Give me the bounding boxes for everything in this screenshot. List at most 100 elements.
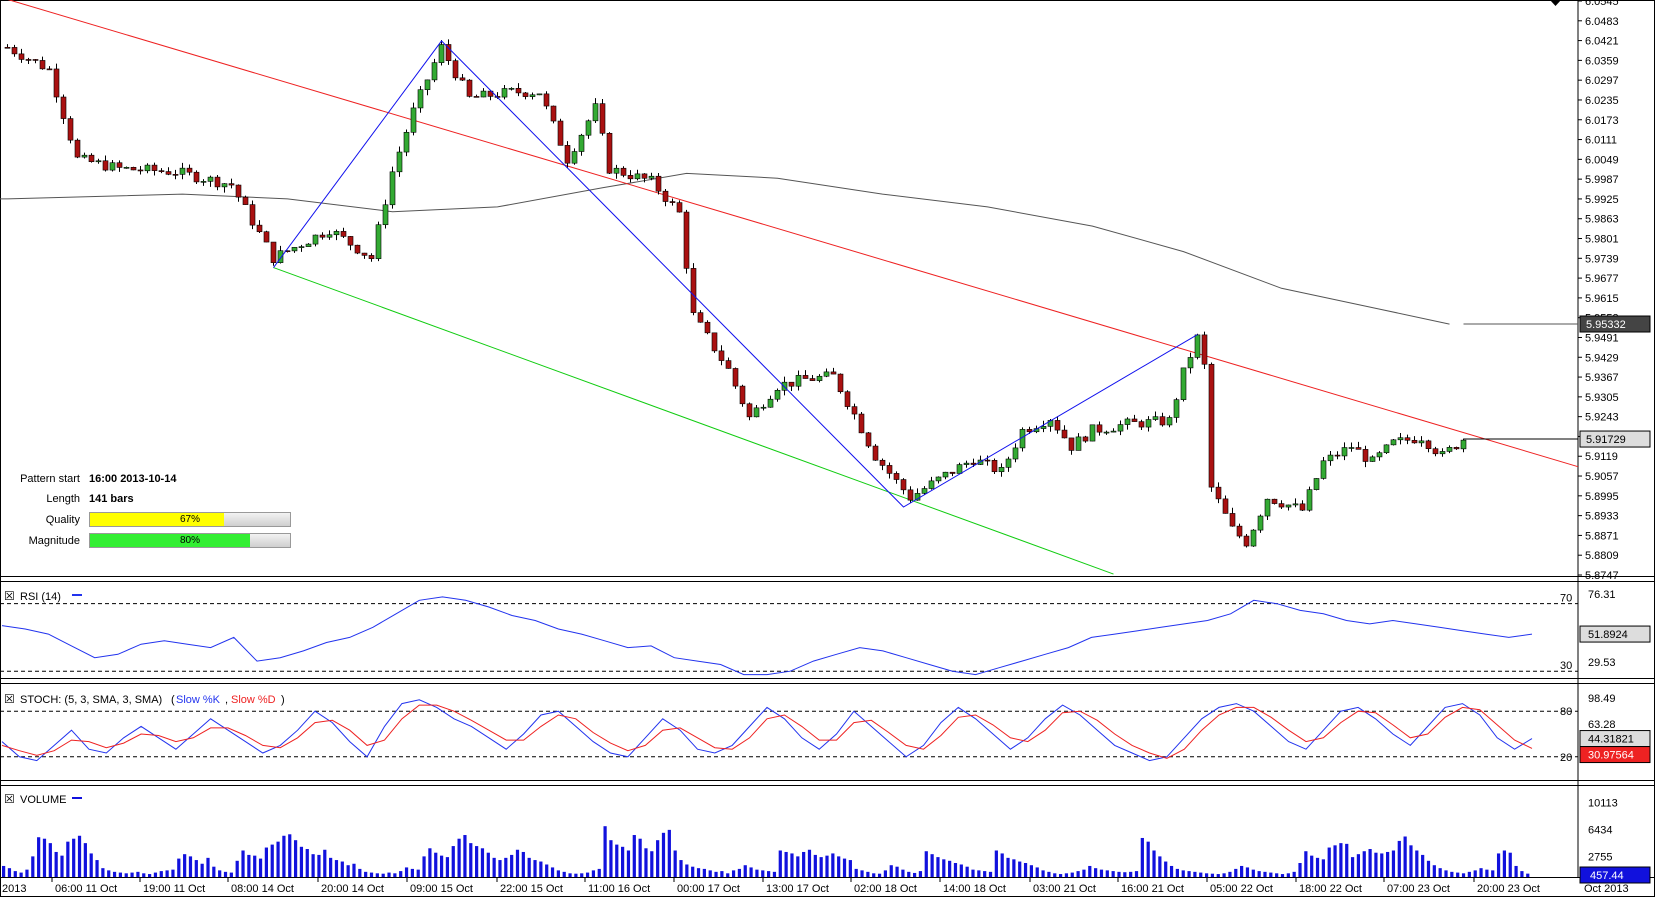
pattern-zigzag-line — [273, 40, 1198, 508]
stoch-k-value-label: 44.31821 — [1588, 734, 1634, 746]
volume-bar — [206, 857, 210, 877]
candle-body — [746, 403, 753, 418]
price-tick-label: 6.0235 — [1585, 95, 1619, 107]
volume-bar — [936, 857, 940, 877]
candle-body — [1061, 429, 1068, 439]
volume-bar — [1088, 865, 1092, 877]
candle-body — [1222, 498, 1229, 514]
volume-axis-label: 2755 — [1588, 852, 1612, 864]
stoch-legend-k: Slow %K — [176, 694, 221, 706]
candle-body — [851, 406, 858, 415]
stoch-d-value-box — [1579, 746, 1651, 764]
candle-body — [998, 467, 1005, 473]
volume-bar — [54, 851, 58, 877]
candle-body — [1068, 437, 1075, 451]
candle-body — [662, 190, 669, 202]
volume-bar — [218, 870, 222, 877]
volume-bar — [142, 873, 146, 877]
volume-bar — [550, 867, 555, 877]
volume-bar — [346, 865, 350, 877]
time-tick-label: 14:00 18 Oct — [943, 883, 1006, 895]
time-tick-label: 09:00 15 Oct — [410, 883, 473, 895]
volume-bar — [1111, 871, 1115, 877]
volume-bar — [819, 857, 823, 877]
candle-body — [963, 462, 970, 465]
volume-bar — [364, 871, 368, 877]
candle-body — [690, 268, 697, 313]
time-tick-label: 22:00 15 Oct — [500, 883, 563, 895]
volume-bar — [1199, 872, 1203, 877]
volume-bar — [1467, 871, 1471, 877]
volume-bar — [831, 853, 835, 877]
volume-bar — [702, 868, 706, 877]
time-tick-label: Oct 2013 — [1584, 883, 1629, 895]
volume-bar — [749, 867, 753, 877]
volume-bar — [556, 870, 560, 877]
volume-bar — [959, 864, 963, 877]
volume-bar — [223, 871, 228, 877]
volume-bar — [1064, 873, 1069, 877]
candle-body — [1292, 503, 1299, 506]
volume-bar — [585, 872, 590, 877]
candle-body — [1411, 439, 1418, 444]
volume-bar — [1070, 872, 1074, 877]
volume-bar — [813, 854, 817, 877]
volume-bar — [533, 860, 537, 877]
volume-bar — [1502, 850, 1507, 877]
candle-body — [473, 96, 480, 98]
candle-body — [921, 488, 928, 494]
volume-bar — [1275, 873, 1279, 877]
volume-bar — [1304, 851, 1308, 877]
price-tick-label: 5.9057 — [1585, 471, 1619, 483]
rsi-axis-label-top: 76.31 — [1588, 589, 1616, 601]
volume-bar — [480, 848, 485, 877]
candle-body — [711, 332, 718, 352]
candle-body — [879, 459, 886, 466]
volume-bar — [486, 852, 490, 877]
candle-body — [235, 184, 242, 198]
price-tick-label: 5.9987 — [1585, 174, 1619, 186]
volume-bar — [159, 871, 163, 877]
volume-bar — [1210, 873, 1215, 877]
volume-bar — [1006, 857, 1010, 877]
candle-body — [431, 62, 438, 81]
price-tick-label: 5.9491 — [1585, 332, 1619, 344]
volume-bar — [1380, 853, 1384, 877]
volume-bar — [299, 846, 304, 877]
volume-bar — [889, 865, 893, 877]
volume-bar — [772, 871, 777, 877]
volume-bar — [1222, 873, 1226, 877]
volume-bar — [247, 854, 251, 877]
candle-body — [949, 471, 956, 474]
candle-body — [284, 250, 291, 253]
price-tick-label: 5.9615 — [1585, 293, 1619, 305]
time-tick-label: 16:00 21 Oct — [1121, 883, 1184, 895]
volume-bar — [837, 856, 841, 877]
candle-body — [277, 250, 284, 263]
volume-bar — [340, 861, 344, 877]
volume-bar — [66, 841, 70, 877]
candle-body — [795, 375, 802, 387]
candle-body — [207, 176, 214, 182]
volume-bar — [515, 849, 520, 877]
ma-value-box — [1579, 315, 1651, 333]
stoch-title: STOCH: (5, 3, SMA, 3, SMA) — [20, 694, 162, 706]
candle-body — [403, 131, 410, 153]
volume-bar — [1018, 861, 1022, 877]
candle-body — [1418, 440, 1425, 444]
candle-body — [585, 120, 592, 136]
candle-body — [137, 169, 144, 172]
volume-bar — [1350, 857, 1355, 877]
candle-body — [347, 236, 354, 246]
candle-body — [396, 151, 403, 173]
magnitude-value: 80% — [179, 535, 200, 546]
volume-bar — [1496, 853, 1501, 877]
volume-bar — [434, 852, 438, 877]
volume-bar — [387, 872, 391, 877]
volume-bar — [2, 865, 6, 877]
volume-bar — [31, 856, 35, 877]
volume-bar — [101, 868, 105, 877]
candle-body — [515, 87, 522, 94]
volume-bar — [1035, 867, 1039, 877]
